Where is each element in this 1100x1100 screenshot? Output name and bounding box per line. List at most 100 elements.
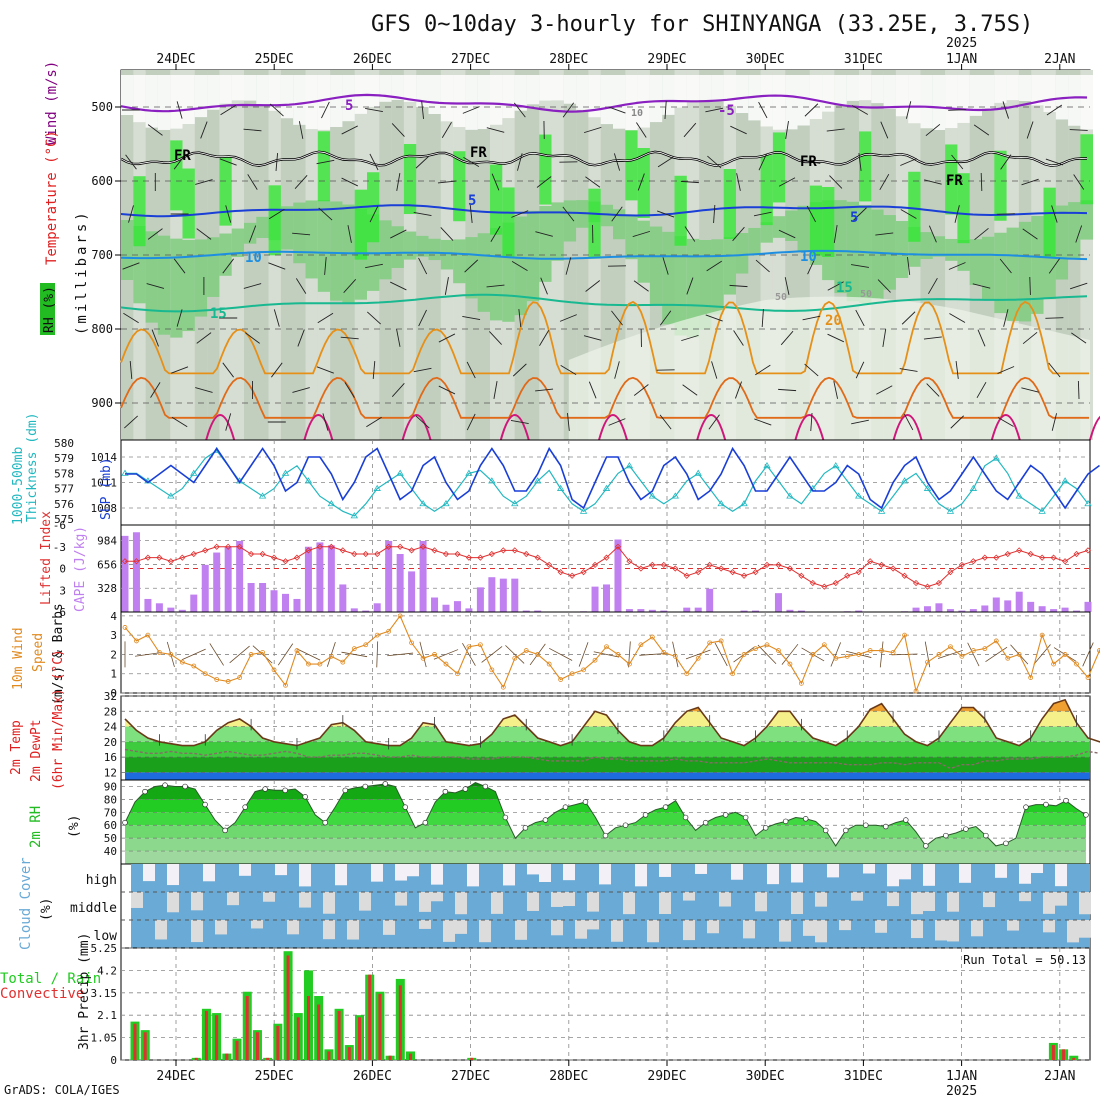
rh-shade — [367, 172, 380, 243]
wind10-point — [982, 646, 988, 652]
li-point — [156, 554, 163, 561]
cape-bar — [1073, 610, 1081, 612]
wind-barb — [880, 121, 889, 139]
wind-barb — [583, 126, 602, 134]
rh-point — [182, 783, 188, 790]
li-point — [1050, 554, 1057, 561]
wind-barb — [827, 281, 844, 291]
top-date-label: 31DEC — [844, 52, 883, 67]
wind10-point — [386, 628, 392, 634]
cloud-clear-block — [791, 864, 803, 883]
wind-barb — [972, 283, 991, 289]
wind-barb — [437, 180, 456, 184]
cape-bar — [511, 578, 519, 612]
rh-legend-swatch — [40, 283, 55, 335]
rh-shade — [477, 75, 491, 130]
cloud-clear-block — [299, 892, 311, 908]
bottom-date-label: 30DEC — [746, 1069, 785, 1084]
wind10-point — [1051, 661, 1057, 667]
thickness-axis-label-2: Thickness (dm) — [25, 412, 40, 522]
cape-bar — [304, 546, 312, 612]
wind10-tick-label: 4 — [110, 610, 117, 623]
precip-convective-bar — [286, 955, 290, 1060]
wind-barb — [1051, 205, 1058, 223]
wind-barb — [980, 172, 983, 192]
wind-barb — [1045, 158, 1064, 166]
wind10-point — [1074, 661, 1079, 667]
wind10-point — [707, 640, 713, 646]
wind10-point — [627, 661, 632, 667]
li-point — [442, 550, 450, 558]
cloud-clear-block — [995, 864, 1007, 878]
rh-shade — [859, 131, 872, 202]
run-total-label: Run Total = 50.13 — [963, 953, 1086, 967]
rh-shade — [957, 173, 970, 244]
rh-shade — [490, 75, 503, 125]
rh-shade — [539, 206, 552, 282]
wind-barb — [518, 309, 522, 327]
cloud-clear-block — [923, 892, 935, 912]
cloud-clear-block — [431, 892, 443, 902]
rh-shade — [772, 75, 786, 130]
wind10-point — [1039, 632, 1045, 638]
wind10-point — [821, 642, 827, 648]
li-point — [316, 543, 323, 550]
wind-barb — [583, 335, 602, 341]
cape-bar — [178, 609, 186, 612]
wind-barb — [565, 257, 572, 275]
rh-shade — [760, 75, 774, 127]
wind-barb — [900, 209, 917, 219]
precip-convective-bar — [327, 1051, 331, 1060]
li-point — [695, 569, 702, 576]
li-point — [672, 565, 679, 572]
wind-barb — [418, 257, 428, 275]
li-point — [133, 558, 140, 565]
precip-convective-bar — [1051, 1045, 1055, 1060]
rh-shade — [895, 221, 909, 278]
rh-shade — [280, 75, 294, 119]
rh-shade — [945, 238, 958, 261]
cloud-clear-block — [455, 892, 467, 915]
cloud-clear-block — [1079, 920, 1091, 938]
wind10-point — [993, 638, 999, 644]
cape-bar — [969, 609, 977, 612]
wind-barb — [321, 101, 330, 119]
wind-barb — [171, 366, 189, 374]
wind10-point — [328, 653, 334, 659]
dewpoint-line — [124, 748, 1100, 770]
rh-shade — [428, 238, 442, 261]
li-line — [125, 546, 1089, 588]
contour-label: 10 — [245, 250, 262, 266]
li-point — [1004, 550, 1011, 558]
contour-label: FR — [470, 145, 487, 161]
wind10-point — [936, 652, 942, 657]
precip-convective-bar — [235, 1040, 239, 1060]
cloud-clear-block — [1043, 920, 1055, 933]
wind-barb — [758, 101, 768, 119]
wind-barb — [324, 256, 327, 276]
wind-barb — [829, 175, 843, 189]
rh-shade — [908, 171, 921, 242]
rh-point — [1003, 840, 1009, 847]
wind-barb — [243, 283, 262, 289]
li-tick-label: 3 — [59, 584, 66, 597]
cape-bar — [603, 584, 610, 612]
wind-barb — [974, 227, 989, 241]
rh-shade — [871, 209, 884, 299]
li-point — [248, 550, 255, 558]
wind-barb — [905, 101, 912, 119]
wind10-point — [489, 667, 495, 673]
rh-shade — [772, 132, 786, 203]
cape-bar — [431, 597, 439, 612]
wind-barb — [176, 309, 183, 327]
cloud-clear-block — [371, 864, 383, 882]
wind-barb — [124, 415, 138, 429]
wind10-point — [1028, 675, 1034, 680]
thickness-point — [121, 469, 129, 476]
rh-shade — [502, 187, 515, 258]
wind10-point — [466, 644, 472, 650]
wind10-point — [443, 661, 449, 667]
cloud-clear-block — [731, 864, 743, 880]
cloud-clear-block — [1067, 920, 1079, 943]
wind10-point — [902, 632, 907, 638]
